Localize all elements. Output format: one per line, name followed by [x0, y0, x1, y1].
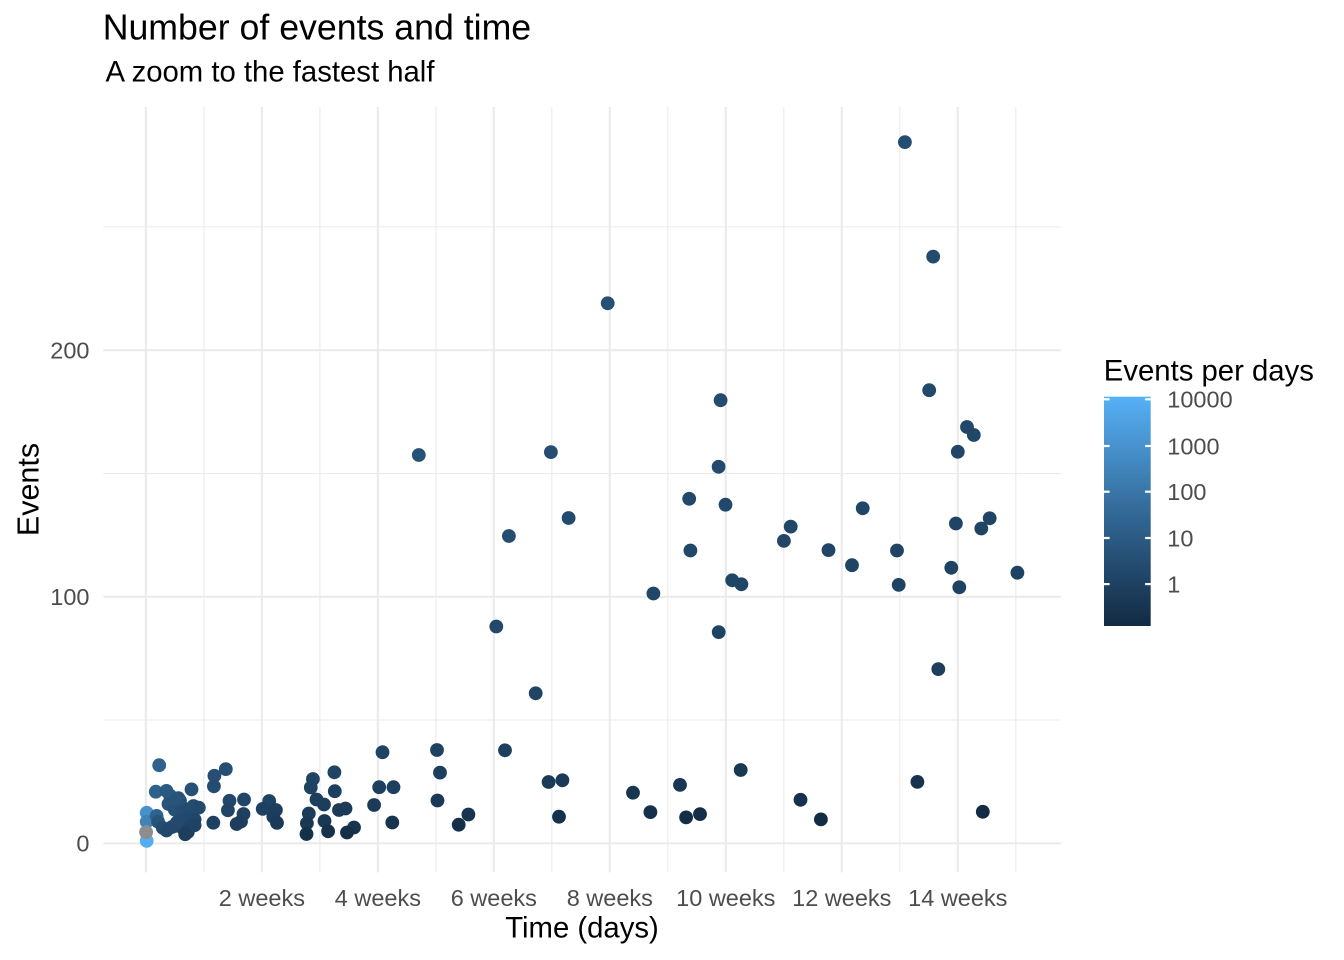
svg-text:1000: 1000: [1167, 433, 1219, 459]
svg-text:8 weeks: 8 weeks: [567, 885, 653, 911]
svg-text:Events: Events: [11, 443, 45, 536]
svg-text:6 weeks: 6 weeks: [451, 885, 537, 911]
svg-text:A zoom to the fastest half: A zoom to the fastest half: [106, 56, 436, 89]
svg-text:0: 0: [76, 831, 89, 857]
svg-text:10: 10: [1167, 525, 1193, 551]
svg-text:Time (days): Time (days): [505, 911, 659, 944]
svg-text:200: 200: [50, 338, 89, 364]
svg-text:100: 100: [1167, 479, 1206, 505]
svg-text:10 weeks: 10 weeks: [676, 885, 775, 911]
svg-text:2 weeks: 2 weeks: [219, 885, 305, 911]
svg-text:10000: 10000: [1167, 387, 1232, 413]
svg-text:100: 100: [50, 584, 89, 610]
svg-text:Number of events and time: Number of events and time: [103, 8, 531, 48]
svg-text:1: 1: [1167, 571, 1180, 597]
svg-text:12 weeks: 12 weeks: [792, 885, 891, 911]
svg-text:14 weeks: 14 weeks: [908, 885, 1007, 911]
svg-text:4 weeks: 4 weeks: [335, 885, 421, 911]
svg-text:Events per days: Events per days: [1104, 355, 1314, 388]
